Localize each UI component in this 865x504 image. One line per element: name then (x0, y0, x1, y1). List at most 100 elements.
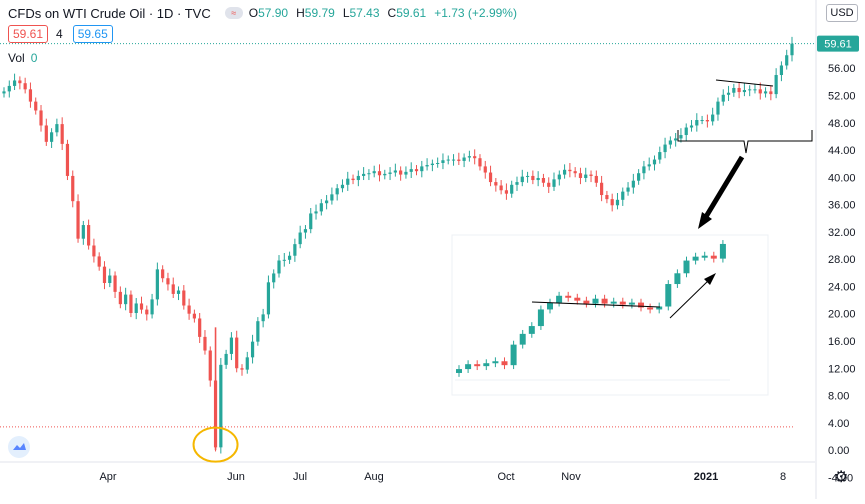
candle-body (319, 203, 323, 212)
candle-body (573, 171, 577, 174)
candle-body (303, 229, 308, 233)
candle-body (441, 160, 445, 163)
candle-body (742, 90, 747, 93)
candle-body (293, 244, 297, 256)
y-tick-label: 44.00 (828, 145, 856, 157)
candle-body (679, 135, 683, 139)
candle-body (541, 177, 546, 183)
ask-price[interactable]: 59.65 (72, 25, 113, 43)
candle-body (393, 170, 397, 173)
candle-body (499, 185, 503, 191)
inset-candle-body (701, 255, 708, 258)
candle-body (240, 368, 244, 370)
currency-button[interactable]: USD (826, 4, 858, 22)
candle-body (504, 190, 509, 194)
candle-body (473, 156, 477, 159)
y-tick-label: 24.00 (828, 281, 856, 293)
candle-body (642, 166, 646, 174)
candle-body (245, 357, 249, 370)
candle-body (250, 341, 255, 358)
candle-body (377, 171, 382, 176)
candle-body (76, 201, 80, 239)
candle-body (748, 89, 752, 91)
candle-body (18, 80, 22, 84)
candle-body (34, 101, 38, 111)
inset-candle-body (710, 255, 717, 259)
candle-body (108, 275, 112, 284)
candle-body (779, 65, 784, 76)
candle-body (568, 169, 572, 172)
candle-body (203, 336, 207, 351)
candle-body (314, 211, 318, 214)
candle-body (287, 255, 292, 260)
bid-price[interactable]: 59.61 (8, 25, 49, 43)
candle-body (689, 125, 694, 128)
candle-body (224, 353, 228, 365)
y-tick-label: 36.00 (828, 200, 856, 212)
visibility-toggle-icon[interactable]: ≈ (224, 7, 243, 19)
candle-body (753, 89, 757, 91)
y-tick-label: 8.00 (828, 391, 849, 403)
candle-body (711, 114, 715, 122)
trendline (715, 79, 774, 87)
inset-candle-body (647, 307, 654, 310)
inset-candle-body (492, 361, 499, 364)
x-tick-label: 2021 (694, 471, 718, 483)
candle-body (192, 313, 196, 319)
candle-body (187, 305, 191, 314)
candle-body (557, 174, 561, 180)
candle-body (161, 269, 165, 279)
candle-body (298, 232, 302, 245)
y-tick-label: 56.00 (828, 63, 856, 75)
bracket (677, 130, 813, 154)
inset-candle-body (692, 256, 699, 261)
candle-body (785, 55, 789, 66)
inset-candle-body (556, 295, 563, 303)
candle-body (256, 321, 260, 342)
ohlc-high: H59.79 (296, 6, 335, 20)
inset-candle-body (574, 297, 581, 301)
candle-body (457, 159, 461, 161)
candle-body (356, 175, 360, 181)
candle-body (451, 159, 456, 161)
candle-body (340, 184, 345, 189)
candle-body (425, 165, 429, 167)
candle-body (282, 259, 286, 261)
y-tick-label: 20.00 (828, 309, 856, 321)
quote-row: 59.61 4 59.65 (8, 25, 121, 43)
candle-body (71, 175, 75, 202)
inset-candle-body (528, 326, 535, 334)
candle-body (684, 127, 688, 136)
candle-body (44, 125, 48, 142)
candle-body (547, 182, 551, 187)
tradingview-logo-icon[interactable] (8, 436, 30, 458)
candle-body (436, 162, 440, 164)
ohlc-low: L57.43 (342, 6, 380, 20)
inset-candle-body (683, 260, 690, 274)
candle-body (705, 120, 709, 122)
gear-icon[interactable]: ⚙ (834, 469, 849, 486)
candle-body (578, 173, 583, 178)
x-tick-label: Oct (497, 471, 514, 483)
candle-body (372, 171, 376, 174)
last-price-tag (817, 35, 859, 52)
candle-body (414, 169, 419, 172)
inset-candle-body (583, 300, 590, 304)
candle-body (12, 80, 17, 86)
candle-body (631, 180, 635, 188)
inset-candle-body (547, 302, 553, 310)
candle-body (124, 294, 128, 305)
candle-body (383, 173, 387, 176)
inset-arrow-shaft (669, 278, 711, 319)
change-value: +1.73 (+2.99%) (434, 6, 517, 20)
candle-body (658, 152, 662, 160)
candle-body (23, 83, 27, 90)
candle-body (610, 199, 614, 206)
candle-body (118, 291, 122, 305)
candle-body (362, 173, 366, 176)
candle-body (626, 187, 630, 192)
candle-body (330, 194, 334, 201)
inset-candle-body (501, 361, 508, 366)
